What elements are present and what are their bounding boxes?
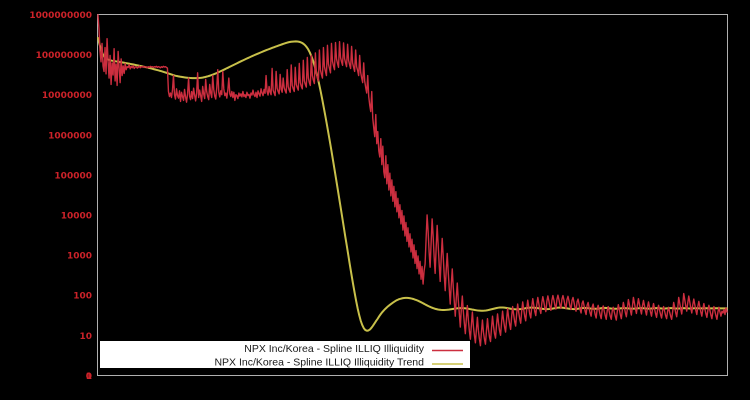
legend-entry-label: NPX Inc/Korea - Spline ILLIQ Illiquidity… [214,357,424,369]
legend-entry-label: NPX Inc/Korea - Spline ILLIQ Illiquidity [244,343,425,355]
y-axis-tick-label: 1000 [67,252,92,262]
y-axis-tick-label: 10000 [61,212,92,222]
y-axis-tick-label: 100 [73,292,92,302]
y-axis-tick-label: 1000000000 [29,11,92,21]
plot-series-group [97,14,728,347]
y-axis-tick-label: 100000000 [36,51,92,61]
legend-background [100,341,470,368]
y-axis-tick-label: 0 [86,372,92,382]
illiquidity-series-line [97,14,728,347]
y-axis-tick-labels: 1000000000100000000100000001000000100000… [29,11,92,382]
y-axis-tick-label: 100000 [54,171,92,181]
y-axis-tick-label: 10 [79,332,92,342]
y-axis-tick-label: 1000000 [48,131,92,141]
chart-legend: NPX Inc/Korea - Spline ILLIQ Illiquidity… [100,341,470,369]
y-axis-tick-label: 1 [86,372,92,382]
y-axis-tick-label: 10000000 [42,91,92,101]
plot-frame [97,14,728,376]
